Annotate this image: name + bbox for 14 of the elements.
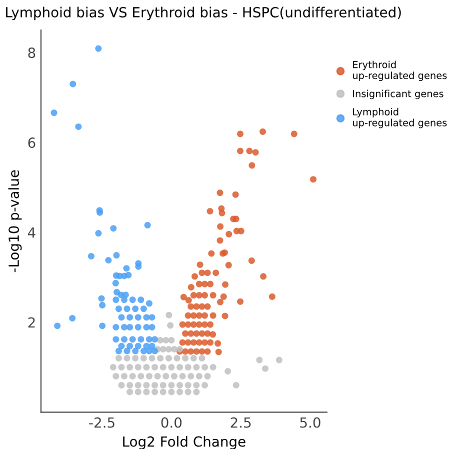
x-tick-label: 2.5 bbox=[230, 417, 251, 428]
legend-label: Lymphoid up-regulated genes bbox=[352, 108, 447, 128]
chart-title: Lymphoid bias VS Erythroid bias - HSPC(undifferentiated) bbox=[6, 6, 401, 20]
legend-label: Erythroid up-regulated genes bbox=[352, 60, 447, 82]
x-tick-label: -2.5 bbox=[89, 417, 114, 428]
x-tick-label: 5.0 bbox=[300, 417, 320, 428]
y-tick-label: 8 bbox=[28, 48, 36, 58]
y-axis-title: -Log10 p-value bbox=[8, 170, 22, 272]
x-tick-label: 0.0 bbox=[161, 417, 182, 428]
x-axis-title: Log2 Fold Change bbox=[123, 436, 246, 449]
y-tick-label: 4 bbox=[28, 228, 36, 238]
y-tick-label: 2 bbox=[28, 317, 35, 328]
y-tick-label: 6 bbox=[28, 137, 36, 148]
legend-label: Insignificant genes bbox=[353, 90, 444, 100]
